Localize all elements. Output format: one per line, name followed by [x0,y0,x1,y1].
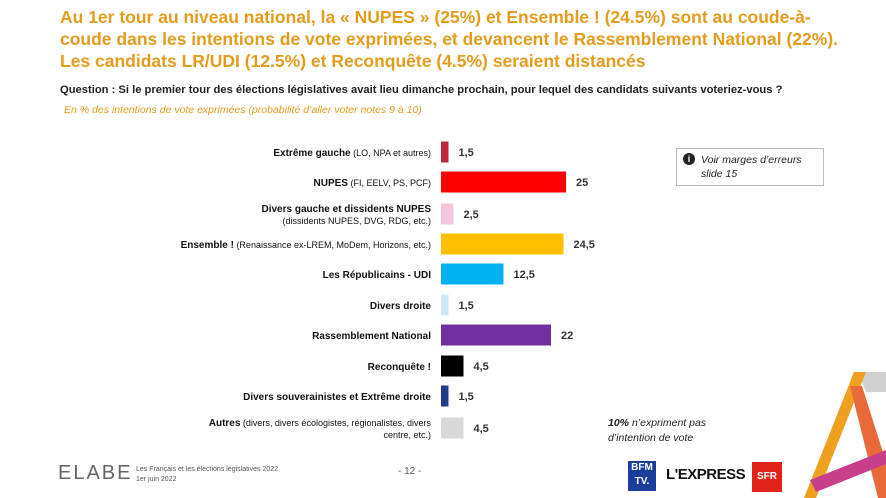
footer-study-title: Les Français et les élections législativ… [136,466,279,473]
category-label-0-line-0: Extrême gauche (LO, NPA et autres) [273,148,431,159]
lexpress-logo: L'EXPRESS [666,466,746,483]
value-label-1: 25 [576,177,588,189]
footer-study: Les Français et les élections législativ… [136,465,278,485]
value-label-2: 2,5 [464,209,479,221]
bar-6 [441,324,551,346]
category-label-3-line-0: Ensemble ! (Renaissance ex-LREM, MoDem, … [181,240,431,251]
bar-chart: 1,5 Extrême gauche (LO, NPA et autres) 25 N… [181,141,595,440]
bar-2 [441,203,454,225]
value-label-9: 4,5 [474,423,489,435]
page-title: Au 1er tour au niveau national, la « NUP… [60,7,839,71]
value-label-8: 1,5 [459,391,474,403]
margin-note-text: Voir marges d’erreurs slide 15 [701,154,802,180]
value-label-0: 1,5 [459,147,474,159]
bar-4 [441,263,504,285]
abstention-text: n’expriment pas d’intention de vote [608,417,707,444]
category-label-1-line-0: NUPES (FI, EELV, PS, PCF) [314,178,431,189]
sfr-logo: SFR [752,462,782,492]
category-label-6-line-0: Rassemblement National [312,331,431,342]
value-label-7: 4,5 [474,361,489,373]
category-label-2-line-0: Divers gauche et dissidents NUPES [261,204,431,215]
bar-3 [441,233,564,255]
category-label-9-line-0: Autres (divers, divers écologistes, régi… [209,418,432,429]
value-label-4: 12,5 [514,269,535,281]
bfmtv-logo: BFM TV. [628,461,656,491]
value-label-5: 1,5 [459,300,474,312]
category-label-5-line-0: Divers droite [370,301,432,312]
survey-question: Question : Si le premier tour des électi… [60,84,783,96]
value-label-3: 24,5 [574,239,595,251]
category-label-4-line-0: Les Républicains - UDI [323,270,432,281]
bar-8 [441,385,449,407]
bar-0 [441,141,449,163]
bar-9 [441,417,464,439]
margin-note-box: i Voir marges d’erreurs slide 15 [676,148,824,186]
bar-1 [441,171,566,193]
value-label-6: 22 [561,330,573,342]
bar-7 [441,355,464,377]
elabe-logo: ELABE [58,462,133,484]
category-label-9-line-1: centre, etc.) [383,430,431,440]
footer-study-date: 1er juin 2022 [136,476,177,483]
decorative-triangle-icon [804,372,886,498]
category-label-2-line-1: (dissidents NUPES, DVG, RDG, etc.) [282,216,431,226]
abstention-value: 10% [608,417,630,429]
info-icon: i [683,153,695,165]
abstention-note: 10% n’expriment pas d’intention de vote [608,416,748,446]
chart-subtitle: En % des intentions de vote exprimées (p… [64,104,422,116]
category-label-7-line-0: Reconquête ! [368,362,431,373]
category-label-8-line-0: Divers souverainistes et Extrême droite [243,392,431,403]
bar-5 [441,294,449,316]
page-number: - 12 - [398,466,422,477]
